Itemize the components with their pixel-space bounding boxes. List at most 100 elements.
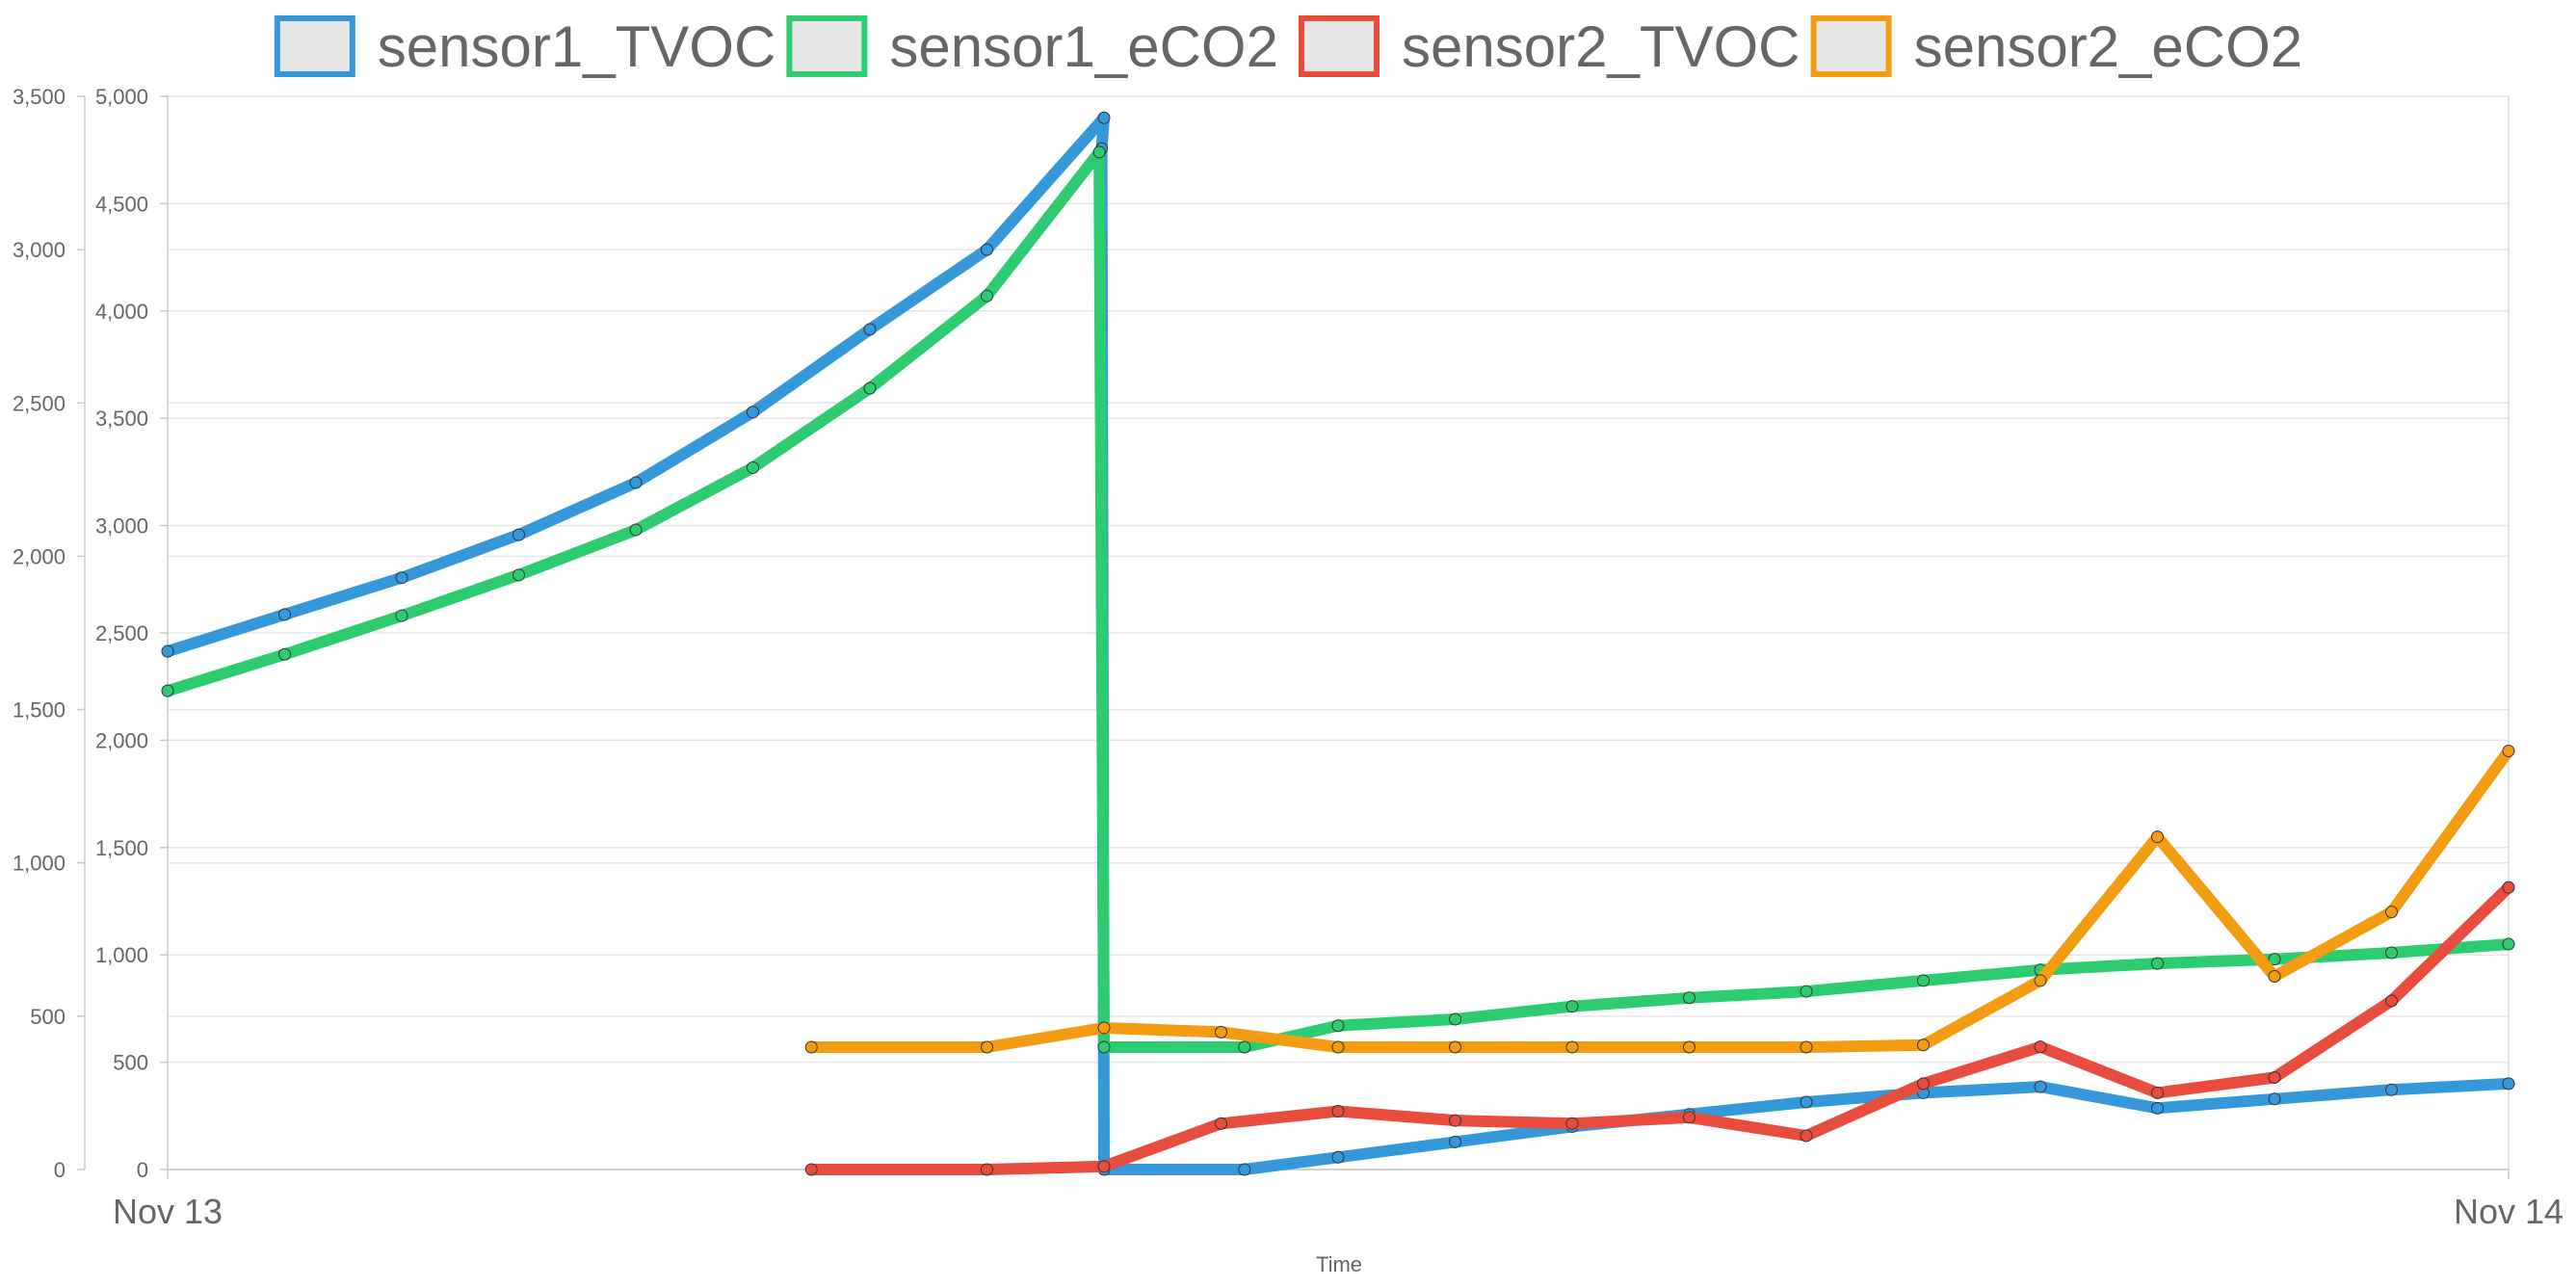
point-sensor1_eCO2-18[interactable] bbox=[2151, 957, 2164, 970]
point-sensor2_eCO2-13[interactable] bbox=[2385, 906, 2398, 919]
tick-label-y-left-7: 3,500 bbox=[13, 85, 66, 109]
point-sensor2_eCO2-3[interactable] bbox=[1215, 1025, 1227, 1038]
point-sensor2_eCO2-10[interactable] bbox=[2034, 974, 2047, 987]
legend-label-sensor2_TVOC[interactable]: sensor2_TVOC bbox=[1402, 14, 1801, 79]
point-sensor1_eCO2-16[interactable] bbox=[1917, 974, 1930, 987]
point-sensor1_TVOC-12[interactable] bbox=[1331, 1150, 1345, 1164]
tick-label-y-right-4: 2,000 bbox=[95, 728, 148, 752]
tick-label-y-left-5: 2,500 bbox=[13, 391, 66, 415]
point-sensor1_eCO2-12[interactable] bbox=[1449, 1012, 1461, 1026]
tick-label-y-right-6: 3,000 bbox=[95, 514, 148, 539]
point-sensor2_eCO2-1[interactable] bbox=[981, 1040, 993, 1054]
point-sensor1_eCO2-19[interactable] bbox=[2268, 953, 2281, 966]
point-sensor2_TVOC-9[interactable] bbox=[1917, 1077, 1930, 1091]
point-sensor1_eCO2-7[interactable] bbox=[981, 289, 993, 302]
tick-label-y-right-10: 5,000 bbox=[95, 85, 148, 109]
point-sensor1_eCO2-3[interactable] bbox=[513, 568, 525, 582]
tick-label-y-right-2: 1,000 bbox=[95, 943, 148, 967]
point-sensor1_TVOC-4[interactable] bbox=[629, 476, 643, 489]
point-sensor1_TVOC-13[interactable] bbox=[1449, 1135, 1461, 1148]
tick-label-y-left-6: 3,000 bbox=[13, 238, 66, 262]
point-sensor1_TVOC-1[interactable] bbox=[278, 608, 291, 621]
point-sensor2_eCO2-4[interactable] bbox=[1331, 1040, 1345, 1054]
point-sensor1_TVOC-16[interactable] bbox=[1800, 1095, 1813, 1109]
point-sensor2_TVOC-5[interactable] bbox=[1449, 1114, 1461, 1127]
tick-label-y-right-7: 3,500 bbox=[95, 407, 148, 431]
point-sensor1_TVOC-8[interactable] bbox=[1097, 111, 1111, 124]
x-tick-label-1: Nov 14 bbox=[2454, 1192, 2563, 1231]
point-sensor1_eCO2-11[interactable] bbox=[1331, 1019, 1345, 1033]
tick-label-y-right-1: 500 bbox=[113, 1051, 148, 1075]
tick-label-y-left-4: 2,000 bbox=[13, 544, 66, 568]
point-sensor1_eCO2-14[interactable] bbox=[1683, 991, 1695, 1005]
point-sensor2_eCO2-11[interactable] bbox=[2151, 830, 2164, 844]
legend-label-sensor2_eCO2[interactable]: sensor2_eCO2 bbox=[1914, 14, 2303, 79]
point-sensor2_eCO2-14[interactable] bbox=[2502, 745, 2515, 758]
point-sensor1_TVOC-5[interactable] bbox=[747, 406, 759, 419]
point-sensor1_eCO2-6[interactable] bbox=[863, 381, 877, 395]
point-sensor1_eCO2-15[interactable] bbox=[1800, 985, 1813, 998]
tick-label-y-left-3: 1,500 bbox=[13, 698, 66, 723]
point-sensor2_eCO2-9[interactable] bbox=[1917, 1038, 1930, 1052]
point-sensor2_TVOC-7[interactable] bbox=[1683, 1111, 1695, 1124]
series-line-sensor1_TVOC[interactable] bbox=[162, 112, 2514, 1175]
point-sensor2_eCO2-5[interactable] bbox=[1449, 1040, 1461, 1054]
tick-label-y-left-1: 500 bbox=[30, 1005, 66, 1029]
point-sensor1_TVOC-18[interactable] bbox=[2034, 1080, 2047, 1093]
series-line-sensor1_eCO2[interactable] bbox=[162, 145, 2514, 1053]
point-sensor2_TVOC-0[interactable] bbox=[804, 1163, 818, 1176]
tick-label-y-right-8: 4,000 bbox=[95, 300, 148, 324]
point-sensor2_TVOC-4[interactable] bbox=[1331, 1105, 1345, 1118]
point-sensor2_TVOC-6[interactable] bbox=[1565, 1117, 1579, 1130]
point-sensor2_eCO2-8[interactable] bbox=[1800, 1040, 1813, 1054]
point-sensor1_eCO2-13[interactable] bbox=[1565, 1000, 1579, 1013]
point-sensor1_TVOC-19[interactable] bbox=[2151, 1101, 2164, 1115]
point-sensor1_TVOC-21[interactable] bbox=[2385, 1083, 2398, 1096]
tick-label-y-right-9: 4,500 bbox=[95, 192, 148, 216]
point-sensor2_eCO2-2[interactable] bbox=[1097, 1021, 1111, 1035]
point-sensor2_TVOC-8[interactable] bbox=[1800, 1129, 1813, 1143]
legend-swatch-sensor2_TVOC[interactable] bbox=[1299, 15, 1380, 77]
point-sensor1_eCO2-9[interactable] bbox=[1097, 1040, 1111, 1054]
legend-label-sensor1_TVOC[interactable]: sensor1_TVOC bbox=[378, 14, 776, 79]
point-sensor1_eCO2-21[interactable] bbox=[2502, 937, 2515, 951]
point-sensor2_TVOC-13[interactable] bbox=[2385, 994, 2398, 1008]
point-sensor1_TVOC-6[interactable] bbox=[863, 323, 877, 336]
legend-label-sensor1_eCO2[interactable]: sensor1_eCO2 bbox=[889, 14, 1278, 79]
point-sensor2_TVOC-11[interactable] bbox=[2151, 1086, 2164, 1099]
point-sensor1_eCO2-2[interactable] bbox=[395, 609, 408, 622]
point-sensor1_TVOC-11[interactable] bbox=[1238, 1163, 1251, 1176]
legend[interactable]: sensor1_TVOC sensor1_eCO2 sensor2_TVOC sens… bbox=[274, 14, 2303, 79]
point-sensor2_TVOC-2[interactable] bbox=[1097, 1160, 1111, 1173]
tick-label-y-right-0: 0 bbox=[137, 1158, 148, 1182]
point-sensor2_TVOC-1[interactable] bbox=[981, 1163, 993, 1176]
point-sensor2_eCO2-0[interactable] bbox=[804, 1040, 818, 1054]
point-sensor1_TVOC-0[interactable] bbox=[161, 644, 174, 658]
point-sensor1_eCO2-4[interactable] bbox=[629, 523, 643, 537]
tick-label-y-right-3: 1,500 bbox=[95, 836, 148, 860]
point-sensor1_TVOC-3[interactable] bbox=[513, 528, 525, 541]
legend-swatch-sensor1_eCO2[interactable] bbox=[786, 15, 868, 77]
point-sensor2_TVOC-14[interactable] bbox=[2502, 881, 2515, 894]
point-sensor1_eCO2-1[interactable] bbox=[278, 647, 291, 661]
point-sensor1_eCO2-20[interactable] bbox=[2385, 946, 2398, 959]
point-sensor2_TVOC-12[interactable] bbox=[2268, 1071, 2281, 1085]
point-sensor1_eCO2-8[interactable] bbox=[1092, 145, 1106, 159]
point-sensor2_eCO2-7[interactable] bbox=[1683, 1040, 1695, 1054]
point-sensor1_TVOC-7[interactable] bbox=[981, 243, 993, 256]
tick-label-y-right-5: 2,500 bbox=[95, 621, 148, 645]
point-sensor1_TVOC-20[interactable] bbox=[2268, 1092, 2281, 1106]
point-sensor2_TVOC-10[interactable] bbox=[2034, 1040, 2047, 1054]
point-sensor1_eCO2-0[interactable] bbox=[161, 684, 174, 697]
point-sensor2_eCO2-12[interactable] bbox=[2268, 969, 2281, 983]
point-sensor2_eCO2-6[interactable] bbox=[1565, 1040, 1579, 1054]
point-sensor1_eCO2-5[interactable] bbox=[747, 460, 759, 474]
point-sensor1_eCO2-10[interactable] bbox=[1238, 1040, 1251, 1054]
point-sensor2_TVOC-3[interactable] bbox=[1215, 1117, 1227, 1130]
legend-swatch-sensor2_eCO2[interactable] bbox=[1810, 15, 1892, 77]
legend-swatch-sensor1_TVOC[interactable] bbox=[274, 15, 355, 77]
point-sensor1_TVOC-22[interactable] bbox=[2502, 1077, 2515, 1091]
x-axis-title: Time bbox=[1316, 1252, 1362, 1276]
point-sensor1_TVOC-2[interactable] bbox=[395, 571, 408, 585]
